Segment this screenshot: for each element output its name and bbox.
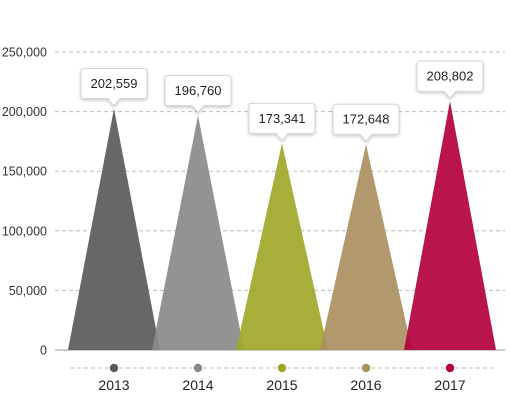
- triangle-mark: [404, 101, 496, 350]
- triangle-mark: [152, 115, 244, 350]
- triangle-mark: [236, 143, 328, 350]
- data-label: 208,802: [427, 69, 474, 84]
- x-tick-label: 2016: [350, 377, 381, 393]
- legend-dot: [361, 363, 371, 373]
- value-callout: [332, 103, 400, 142]
- x-tick-label: 2013: [98, 377, 129, 393]
- legend-dot: [109, 363, 119, 373]
- triangle-mark: [320, 144, 412, 350]
- triangle-mark: [68, 108, 160, 350]
- y-tick-label: 50,000: [9, 284, 47, 298]
- value-callout: [248, 102, 316, 142]
- y-tick-label: 250,000: [2, 46, 47, 60]
- value-callout: [416, 60, 484, 99]
- x-tick-label: 2014: [182, 377, 213, 393]
- data-label: 202,559: [91, 76, 138, 91]
- x-tick-label: 2015: [266, 377, 297, 393]
- value-callout: [80, 68, 148, 107]
- legend-dot: [445, 363, 455, 373]
- data-label: 196,760: [175, 83, 222, 98]
- x-axis: 2013 2014 2015 2016 2017: [98, 363, 466, 393]
- callout-box: [80, 68, 148, 107]
- data-label: 172,648: [343, 112, 390, 127]
- data-label: 173,341: [259, 111, 306, 126]
- series-triangles: [68, 101, 496, 350]
- legend-dot: [277, 363, 287, 373]
- callout-box: [416, 60, 484, 99]
- y-tick-label: 150,000: [2, 165, 47, 179]
- callout-box: [248, 102, 316, 142]
- y-tick-label: 100,000: [2, 224, 47, 238]
- callout-box: [164, 74, 232, 114]
- y-tick-label: 0: [40, 344, 47, 358]
- value-callouts: 202,559 196,760 173,341 172,648 208,802: [80, 60, 484, 142]
- value-callout: [164, 74, 232, 114]
- y-axis: 0 50,000 100,000 150,000 200,000 250,000: [2, 46, 47, 358]
- legend-dot: [193, 363, 203, 373]
- callout-box: [332, 103, 400, 142]
- x-tick-label: 2017: [434, 377, 465, 393]
- y-tick-label: 200,000: [2, 105, 47, 119]
